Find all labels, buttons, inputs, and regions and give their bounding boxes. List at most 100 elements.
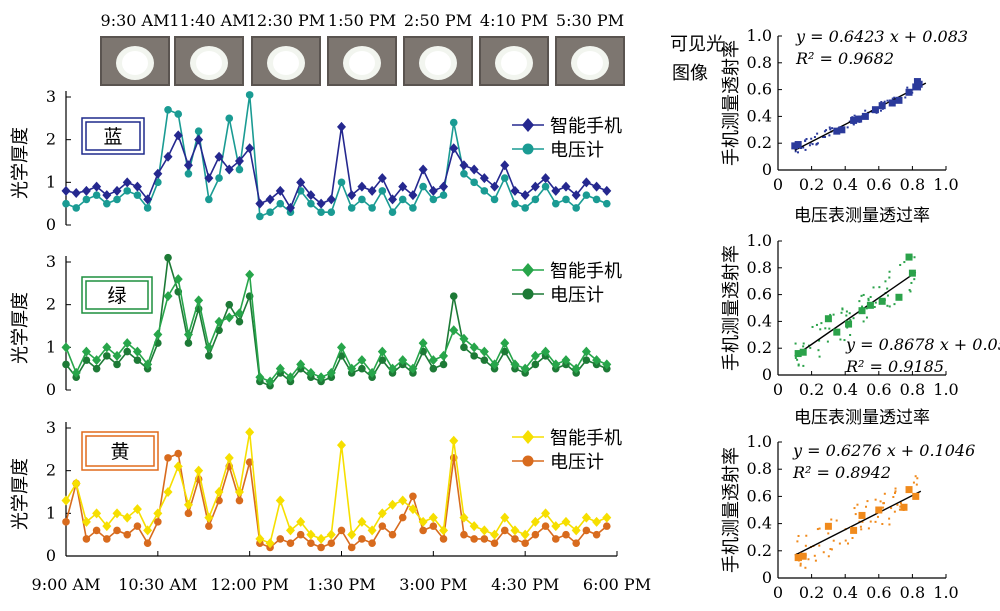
x-tick-label: 0.6 <box>866 380 891 399</box>
scatter-dot <box>861 305 864 308</box>
data-point-diamond <box>337 342 346 353</box>
y-tick-label: 1 <box>46 503 56 522</box>
x-tick-label: 0.8 <box>900 583 925 602</box>
x-tick-label: 0.4 <box>832 380 857 399</box>
panel-label: 黄 <box>110 441 129 463</box>
yellow-time-series-panel: 0 1 2 3 9:00 AM 10:30 AM 12:00 PM 1:30 PM 3:00 P… <box>10 418 651 594</box>
data-point-square <box>878 297 886 305</box>
data-point-circle <box>317 543 325 552</box>
data-point-circle <box>480 535 489 543</box>
legend-marker-circle <box>522 143 534 155</box>
data-point-diamond <box>255 198 265 209</box>
scatter-dot <box>861 520 864 523</box>
scatter-dot <box>826 340 829 343</box>
data-point-diamond <box>469 342 479 353</box>
data-point-diamond <box>581 177 591 188</box>
x-tick-label: 1.0 <box>933 380 958 399</box>
panel-label-box <box>81 276 153 314</box>
scatter-dot <box>835 519 838 522</box>
data-point-diamond <box>61 495 71 506</box>
data-point-circle <box>582 526 591 535</box>
scatter-dot <box>827 532 830 535</box>
data-point-diamond <box>459 512 469 523</box>
scatter-dot <box>862 293 865 296</box>
data-point-diamond <box>285 372 295 383</box>
data-point-diamond <box>255 372 265 383</box>
data-point-diamond <box>112 350 122 361</box>
photo-time-label: 1:50 PM <box>328 11 396 30</box>
data-point-diamond <box>194 465 204 476</box>
data-point-circle <box>276 535 285 543</box>
scatter-dot <box>909 290 912 293</box>
data-point-square <box>861 112 869 120</box>
scatter-dot <box>849 318 852 321</box>
data-point-diamond <box>377 346 387 357</box>
data-point-diamond <box>183 329 193 340</box>
data-point-square <box>915 80 923 88</box>
data-point-circle <box>337 526 346 535</box>
data-point-circle <box>500 174 509 182</box>
scatter-dot <box>893 510 896 513</box>
data-point-diamond <box>551 521 561 532</box>
data-point-diamond <box>592 516 602 527</box>
scatter-dot <box>844 539 847 542</box>
data-point-diamond <box>398 181 408 192</box>
x-tick-label: 0.8 <box>900 380 925 399</box>
data-point-circle <box>368 539 376 547</box>
data-point-diamond <box>469 164 479 175</box>
scatter-dot <box>846 126 849 129</box>
data-point-circle <box>286 539 295 547</box>
scatter-dot <box>913 256 916 259</box>
data-point-diamond <box>541 508 551 519</box>
data-point-circle <box>572 539 580 547</box>
data-point-circle <box>225 300 234 309</box>
scatter-dot <box>899 505 902 508</box>
y-axis-label: 光学厚度 <box>10 292 31 364</box>
data-point-diamond <box>234 487 244 497</box>
data-point-diamond <box>326 367 336 378</box>
data-point-diamond <box>602 512 612 523</box>
scatter-dot <box>867 297 870 300</box>
data-point-circle <box>511 199 519 208</box>
data-point-circle <box>164 106 172 114</box>
data-point-circle <box>470 178 478 187</box>
sun-core <box>122 51 148 75</box>
y-tick-label: 3 <box>46 418 56 437</box>
data-point-square <box>794 141 802 149</box>
scatter-dot <box>845 310 848 313</box>
data-point-circle <box>521 204 529 212</box>
data-point-circle <box>470 535 478 543</box>
scatter-dot <box>859 525 862 528</box>
data-point-square <box>845 320 853 328</box>
scatter-dot <box>891 97 894 100</box>
legend-label: 智能手机 <box>550 261 622 282</box>
data-point-diamond <box>479 173 489 184</box>
data-point-circle <box>378 187 387 195</box>
data-point-diamond <box>204 512 214 523</box>
data-point-diamond <box>530 181 540 192</box>
photo-time-label: 2:50 PM <box>404 11 472 30</box>
data-point-square <box>905 253 913 261</box>
scatter-dot <box>903 261 906 264</box>
data-point-diamond <box>520 363 530 374</box>
data-point-circle <box>602 199 611 208</box>
data-point-square <box>875 506 883 514</box>
data-point-circle <box>582 191 591 199</box>
data-point-square <box>888 99 896 107</box>
data-point-diamond <box>92 508 102 519</box>
scatter-dot <box>882 502 885 505</box>
scatter-dot <box>797 534 800 537</box>
scatter-dot <box>860 294 863 297</box>
scatter-dot <box>829 313 832 316</box>
scatter-dot <box>816 528 819 531</box>
regression-line <box>794 271 917 357</box>
data-point-diamond <box>520 529 530 540</box>
scatter-dot <box>865 505 868 508</box>
scatter-dot <box>796 151 799 154</box>
data-point-diamond <box>347 363 357 374</box>
data-point-circle <box>460 170 468 178</box>
data-point-circle <box>398 513 407 522</box>
data-point-diamond <box>132 346 142 357</box>
photo-time-label: 9:30 AM <box>101 11 170 30</box>
data-point-square <box>905 88 913 96</box>
